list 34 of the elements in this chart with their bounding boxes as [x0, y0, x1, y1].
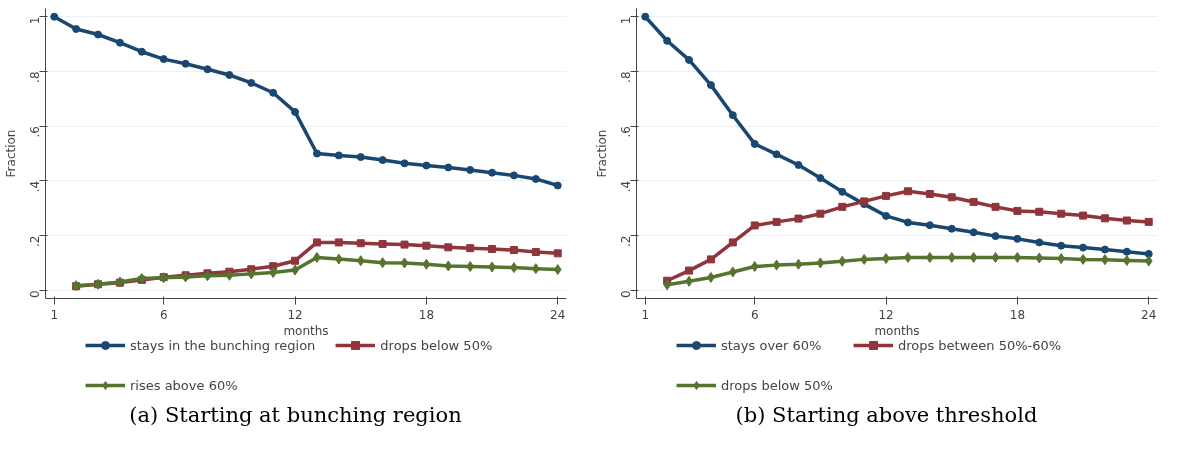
- legend-label: drops below 50%: [721, 377, 833, 393]
- x-tick-label: 6: [750, 307, 759, 322]
- y-tick-label: 1: [619, 16, 633, 25]
- y-axis-title: Fraction: [594, 129, 609, 178]
- legend-label: stays over 60%: [721, 339, 822, 353]
- x-tick-label: 12: [878, 307, 894, 322]
- y-tick-label: .6: [28, 126, 42, 138]
- text: (b) Starting above threshold: [735, 402, 1038, 429]
- text: (a) Starting at bunching region: [129, 402, 462, 429]
- x-tick-label: 24: [1141, 307, 1157, 322]
- x-tick-label: 12: [287, 307, 303, 322]
- y-tick-label: .4: [28, 180, 42, 193]
- y-tick-label: 1: [28, 16, 42, 25]
- y-tick-label: .8: [619, 71, 633, 83]
- x-tick-label: 18: [418, 307, 435, 322]
- x-tick-label: 1: [641, 307, 650, 322]
- y-tick-label: 0: [28, 290, 42, 298]
- x-axis-title: months: [283, 323, 329, 338]
- y-tick-label: .8: [28, 71, 42, 83]
- x-tick-label: 1: [50, 307, 59, 322]
- y-tick-label: .2: [28, 235, 42, 248]
- x-axis-title: months: [874, 323, 920, 338]
- y-tick-label: 0: [619, 290, 633, 298]
- y-axis-title: Fraction: [3, 129, 18, 178]
- legend-label: rises above 60%: [130, 377, 238, 393]
- y-tick-label: .6: [619, 126, 633, 138]
- legend-label: drops below 50%: [380, 339, 493, 353]
- x-tick-label: 18: [1009, 307, 1026, 322]
- legend-label: drops between 50%-60%: [897, 339, 1062, 353]
- y-tick-label: .4: [619, 180, 633, 193]
- x-tick-label: 6: [159, 307, 168, 322]
- x-tick-label: 24: [550, 307, 566, 322]
- legend-label: stays in the bunching region: [130, 339, 316, 353]
- y-tick-label: .2: [619, 235, 633, 248]
